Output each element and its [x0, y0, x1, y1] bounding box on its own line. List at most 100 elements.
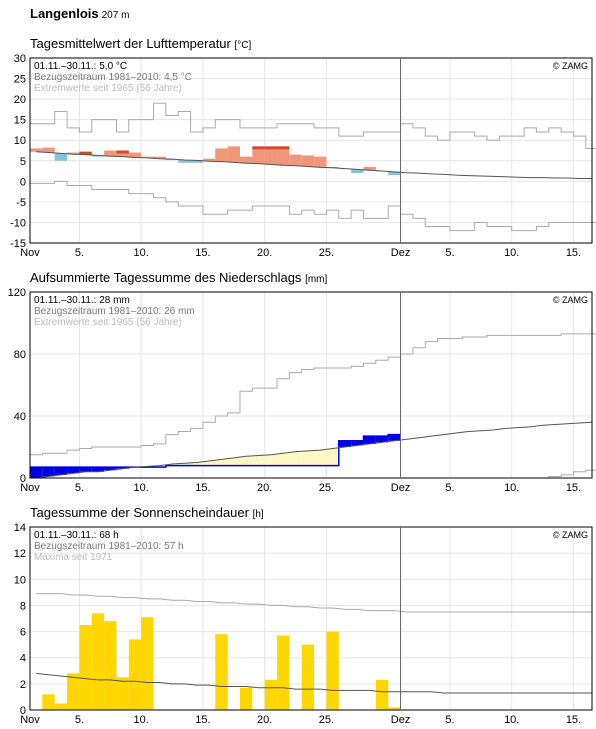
- temperature-anomaly-bar: [239, 156, 253, 164]
- precip-deficit-area: [314, 450, 327, 466]
- y-tick-label: 40: [14, 411, 26, 423]
- copyright-label: © ZAMG: [553, 295, 588, 305]
- reference-lines: [36, 593, 592, 694]
- y-tick-label: 15: [14, 115, 26, 127]
- precip-deficit-area: [178, 463, 191, 466]
- y-tick-label: 10: [14, 574, 26, 586]
- labels: 0 40 80 120 Nov 5. 10. 15. 20. 25. Dez 5. 10. 15. 01.1…: [8, 288, 588, 494]
- legend-line: Extremwerte seit 1965 (56 Jahre): [34, 83, 182, 94]
- temperature-extreme-cap: [252, 146, 265, 150]
- legend-line: Bezugszeitraum 1981–2010: 4,5 °C: [34, 72, 192, 83]
- x-tick-label: 15.: [566, 247, 581, 259]
- data-marks: [42, 613, 401, 710]
- x-tick-label: Nov: [20, 714, 40, 726]
- precip-deficit-area: [202, 460, 216, 466]
- x-tick-label: 5.: [75, 482, 84, 494]
- precip-surplus-bar: [104, 467, 117, 471]
- station-title: Langenlois 207 m: [30, 6, 129, 21]
- sunshine-bar: [79, 625, 92, 710]
- temperature-anomaly-bar: [42, 147, 55, 153]
- x-tick-label: Dez: [391, 247, 411, 259]
- precip-surplus-bar: [30, 467, 43, 478]
- precip-surplus-bar: [67, 467, 80, 474]
- x-tick-label: 15.: [195, 714, 210, 726]
- y-tick-label: 0: [20, 705, 26, 717]
- y-tick-label: 10: [14, 135, 26, 147]
- reference-cumulative-line: [36, 421, 593, 479]
- y-tick-label: 0: [20, 473, 26, 485]
- temperature-anomaly-bar: [277, 146, 290, 166]
- temperature-title: Tagesmittelwert der Lufttemperatur [°C]: [30, 36, 251, 51]
- record-max-line: [36, 593, 592, 613]
- precip-surplus-bar: [79, 467, 92, 472]
- x-tick-label: 10.: [504, 482, 519, 494]
- y-tick-label: 80: [14, 349, 26, 361]
- temperature-extreme-cap: [116, 150, 129, 154]
- temperature-anomaly-bar: [363, 166, 376, 171]
- record-min-line: [30, 180, 596, 232]
- sunshine-bar: [91, 613, 105, 710]
- temperature-anomaly-bar: [264, 146, 278, 165]
- data-marks: [30, 434, 401, 478]
- precip-deficit-area: [289, 451, 302, 466]
- precip-deficit-area: [190, 462, 203, 466]
- sunshine-bar: [141, 617, 154, 710]
- sunshine-bar: [388, 707, 401, 710]
- sunshine-title-text: Tagessumme der Sonnenscheindauer: [30, 505, 249, 520]
- precip-surplus-bar: [363, 436, 376, 444]
- x-tick-label: 20.: [257, 482, 272, 494]
- temperature-anomaly-bar: [54, 153, 68, 161]
- sunshine-bar: [301, 644, 315, 710]
- station-name: Langenlois: [30, 6, 99, 21]
- precip-deficit-area: [165, 464, 179, 466]
- sunshine-unit: [h]: [252, 509, 264, 520]
- precip-deficit-area: [227, 457, 240, 466]
- sunshine-bar: [104, 621, 117, 710]
- x-tick-label: 5.: [75, 247, 84, 259]
- sunshine-bar: [54, 703, 68, 710]
- temperature-extreme-cap: [277, 146, 290, 150]
- legend-line: Extremwerte seit 1965 (56 Jahre): [34, 317, 182, 328]
- legend-line: Bezugszeitraum 1981–2010: 57 h: [34, 541, 184, 552]
- sunshine-bar: [375, 679, 389, 710]
- y-tick-label: 30: [14, 54, 26, 65]
- temperature-title-text: Tagesmittelwert der Lufttemperatur: [30, 36, 231, 51]
- sunshine-bar: [264, 679, 278, 710]
- plot-frame: [29, 526, 593, 711]
- x-tick-label: 15.: [195, 482, 210, 494]
- temperature-anomaly-bar: [128, 152, 142, 158]
- temperature-extreme-cap: [264, 146, 278, 150]
- x-tick-label: 15.: [195, 247, 210, 259]
- temperature-anomaly-bar: [104, 150, 117, 157]
- x-tick-label: 5.: [75, 714, 84, 726]
- labels: 0 2 4 6 8 10 12 14 Nov 5. 10. 15. 20. 25. Dez 5. 10. 15. 0…: [14, 523, 588, 726]
- x-tick-label: 15.: [566, 482, 581, 494]
- record-max-line: [30, 333, 596, 456]
- cumulative-precip-line: [30, 433, 401, 468]
- precip-surplus-bar: [54, 467, 68, 475]
- x-tick-label: 5.: [445, 482, 454, 494]
- plot-border: [29, 526, 593, 711]
- precip-surplus-bar: [338, 440, 352, 447]
- x-tick-label: 10.: [134, 482, 149, 494]
- x-tick-label: 5.: [445, 714, 454, 726]
- station-elevation: 207 m: [101, 10, 130, 21]
- x-tick-label: 5.: [445, 247, 454, 259]
- legend-line: 01.11.–30.11.: 28 mm: [34, 295, 130, 306]
- precip-deficit-area: [264, 454, 278, 466]
- sunshine-bar: [116, 677, 129, 710]
- temperature-anomaly-bar: [301, 155, 315, 167]
- precipitation-title-text: Aufsummierte Tagessumme des Niederschlag…: [30, 270, 302, 285]
- x-tick-label: 25.: [319, 247, 334, 259]
- precipitation-chart: 0 40 80 120 Nov 5. 10. 15. 20. 25. Dez 5. 10. 15. 01.1…: [8, 288, 596, 494]
- y-tick-label: 25: [14, 74, 26, 86]
- sunshine-bar: [277, 635, 290, 710]
- copyright-label: © ZAMG: [553, 530, 588, 540]
- y-tick-label: 12: [14, 548, 26, 560]
- sunshine-bar: [42, 694, 55, 710]
- x-tick-label: Dez: [391, 482, 411, 494]
- temperature-anomaly-bar: [67, 152, 80, 155]
- x-tick-label: Nov: [20, 247, 40, 259]
- y-tick-label: 0: [20, 176, 26, 188]
- precip-surplus-bar: [351, 440, 364, 446]
